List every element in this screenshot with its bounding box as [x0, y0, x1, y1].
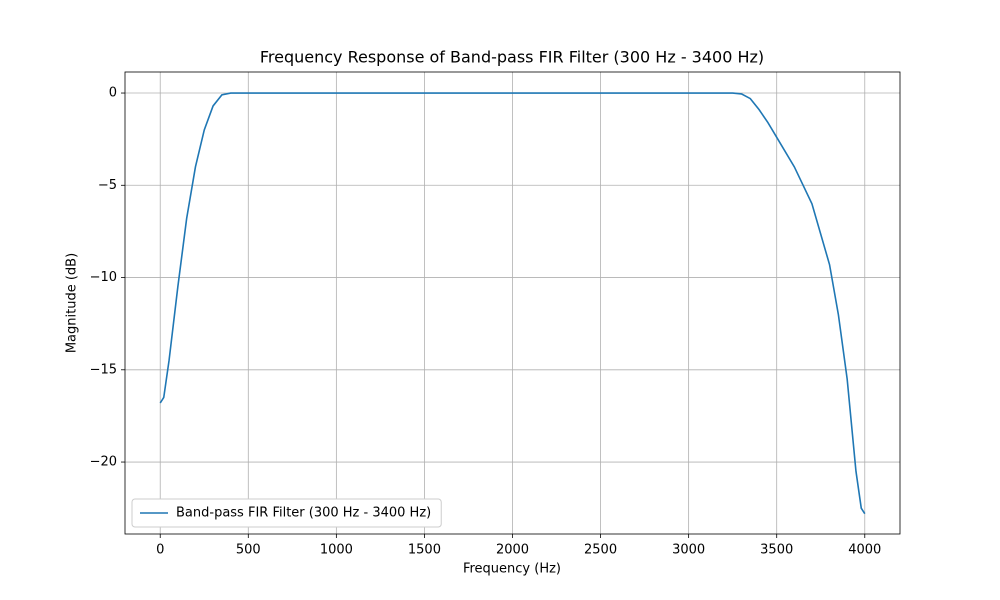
- legend: [131, 498, 442, 528]
- y-tick-label: −5: [98, 178, 117, 193]
- x-tick-label: 3500: [760, 543, 793, 558]
- y-tick-label: −20: [90, 455, 117, 470]
- x-tick-label: 4000: [848, 543, 881, 558]
- y-tick-label: −10: [90, 270, 117, 285]
- plot-frame: [124, 71, 901, 535]
- x-tick-label: 1000: [320, 543, 353, 558]
- chart-title: Frequency Response of Band-pass FIR Filt…: [260, 48, 764, 67]
- x-tick-label: 3000: [672, 543, 705, 558]
- legend-label: Band-pass FIR Filter (300 Hz - 3400 Hz): [176, 506, 431, 521]
- x-tick-label: 1500: [408, 543, 441, 558]
- x-axis-label: Frequency (Hz): [463, 562, 561, 577]
- y-tick-label: −15: [90, 362, 117, 377]
- y-tick-label: 0: [109, 86, 117, 101]
- x-tick-label: 0: [156, 543, 164, 558]
- line-series: [159, 92, 866, 515]
- x-tick-label: 500: [236, 543, 261, 558]
- y-axis-label: Magnitude (dB): [65, 253, 80, 353]
- x-tick-label: 2000: [496, 543, 529, 558]
- x-tick-label: 2500: [584, 543, 617, 558]
